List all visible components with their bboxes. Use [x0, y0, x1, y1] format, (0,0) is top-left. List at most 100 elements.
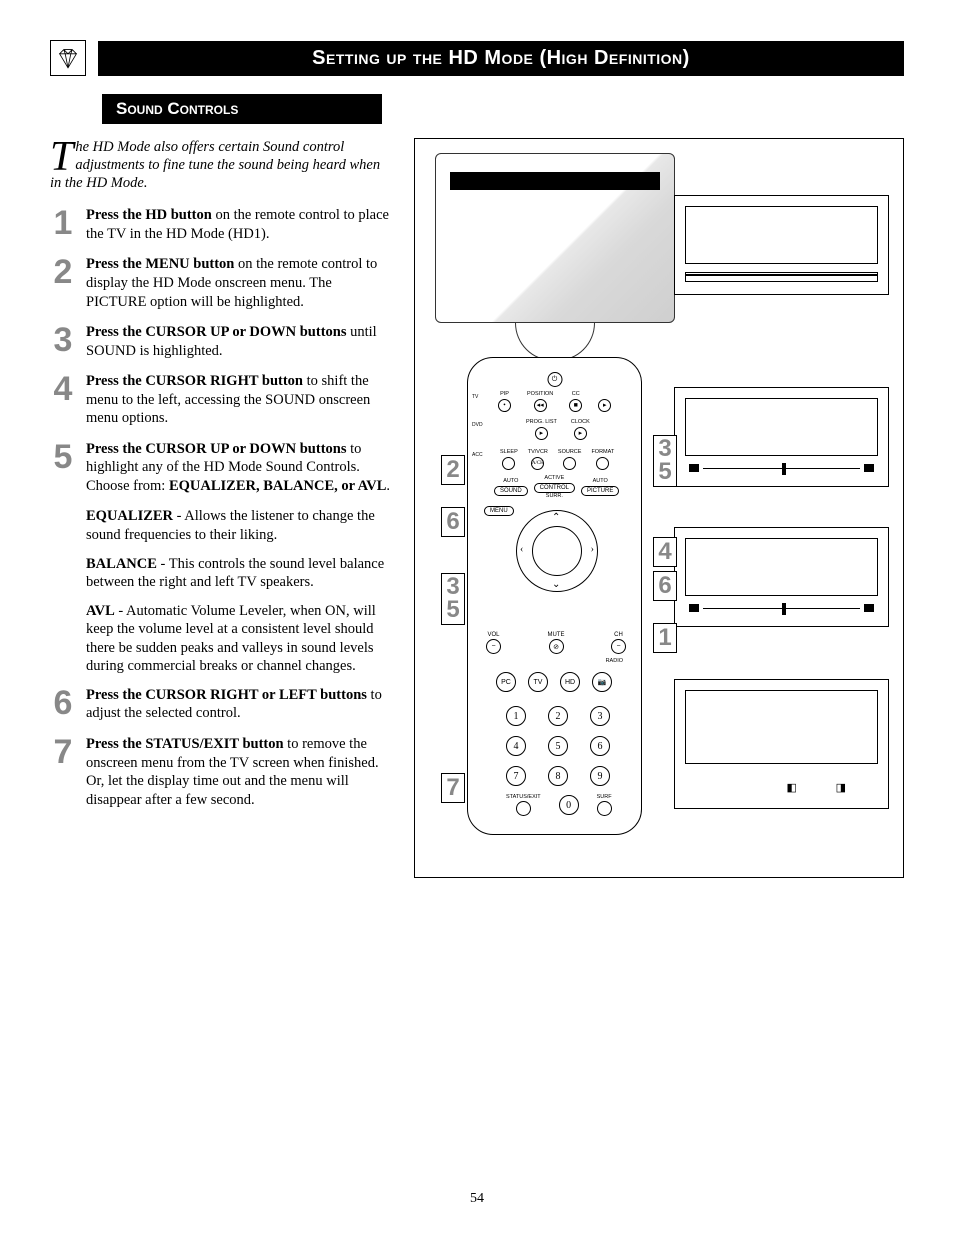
remote-row-1: PIP•POSITION◂◂CC■ ▸	[498, 392, 611, 412]
mode-button[interactable]: HD	[560, 672, 580, 692]
step-number: 6	[50, 686, 76, 723]
callout-4: 4	[653, 537, 677, 567]
remote-row-2: PROG. LIST▸CLOCK▸	[526, 420, 590, 440]
remote-btn[interactable]: •	[498, 399, 511, 412]
step-body: Press the CURSOR RIGHT button to shift t…	[86, 372, 390, 428]
vol-mute-ch-row: VOL− MUTE⊘ CH−	[486, 632, 626, 654]
callout-35-left: 35	[441, 573, 465, 625]
mute-button[interactable]: ⊘	[549, 639, 564, 654]
remote-control: ⏻ PIP•POSITION◂◂CC■ ▸ TV DVD ACC PROG. L…	[467, 357, 642, 835]
callout-6-left: 6	[441, 507, 465, 537]
surf-button[interactable]	[597, 801, 612, 816]
remote-btn[interactable]: ▸	[574, 427, 587, 440]
remote-pill[interactable]: CONTROL	[534, 483, 575, 493]
step: 3 Press the CURSOR UP or DOWN buttons unt…	[50, 323, 390, 360]
osd-panel-3	[674, 527, 889, 627]
osd-icons: ◧ ◨	[675, 781, 888, 794]
section-subtitle: Sound Controls	[102, 94, 382, 124]
header-row: Setting up the HD Mode (High Definition)	[50, 40, 904, 76]
osd-panel-1	[674, 195, 889, 295]
remote-btn[interactable]: A/CH	[531, 457, 544, 470]
mode-button[interactable]: TV	[528, 672, 548, 692]
num-button[interactable]: 9	[590, 766, 610, 786]
step-number: 4	[50, 372, 76, 428]
remote-btn[interactable]	[563, 457, 576, 470]
num-button[interactable]: 8	[548, 766, 568, 786]
callout-6-right: 6	[653, 571, 677, 601]
step: 7Press the STATUS/EXIT button to remove …	[50, 735, 390, 809]
callout-2: 2	[441, 455, 465, 485]
vol-button[interactable]: −	[486, 639, 501, 654]
status-exit-label: STATUS/EXIT	[506, 795, 541, 801]
remote-btn[interactable]	[502, 457, 515, 470]
dropcap: T	[50, 138, 75, 174]
step: 6 Press the CURSOR RIGHT or LEFT buttons …	[50, 686, 390, 723]
num-button[interactable]: 7	[506, 766, 526, 786]
step: 4Press the CURSOR RIGHT button to shift …	[50, 372, 390, 428]
step-body: Press the STATUS/EXIT button to remove t…	[86, 735, 390, 809]
num-0[interactable]: 0	[559, 795, 579, 815]
num-button[interactable]: 2	[548, 706, 568, 726]
remote-pill[interactable]: PICTURE	[581, 486, 619, 496]
radio-label: RADIO	[606, 658, 623, 664]
dpad[interactable]: ⌃ ⌄ ‹ ›	[516, 510, 598, 592]
step-number: 3	[50, 323, 76, 360]
remote-btn[interactable]: ■	[569, 399, 582, 412]
step-body: Press the CURSOR UP or DOWN buttons unti…	[86, 323, 390, 360]
step: 2Press the MENU button on the remote con…	[50, 255, 390, 311]
num-button[interactable]: 3	[590, 706, 610, 726]
callout-1: 1	[653, 623, 677, 653]
menu-button[interactable]: MENU	[484, 506, 514, 516]
remote-btn[interactable]: ▸	[598, 399, 611, 412]
diamond-icon	[50, 40, 86, 76]
intro-text: he HD Mode also offers certain Sound con…	[50, 139, 380, 191]
surf-label: SURF	[597, 795, 612, 801]
num-button[interactable]: 6	[590, 736, 610, 756]
tv-illustration	[435, 153, 695, 383]
page-number: 54	[0, 1191, 954, 1207]
remote-btn[interactable]: ◂◂	[534, 399, 547, 412]
power-button[interactable]: ⏻	[547, 372, 562, 387]
osd-panel-2	[674, 387, 889, 487]
bottom-row: STATUS/EXIT 0 SURF	[506, 795, 612, 817]
mute-label: MUTE	[548, 632, 565, 638]
description: EQUALIZER - Allows the listener to chang…	[86, 507, 390, 544]
step-number: 5	[50, 440, 76, 496]
instructions-column: The HD Mode also offers certain Sound co…	[50, 138, 390, 878]
step: 1 Press the HD button on the remote contr…	[50, 206, 390, 243]
step-body: Press the CURSOR UP or DOWN buttons to h…	[86, 440, 390, 496]
step-number: 1	[50, 206, 76, 243]
remote-btn[interactable]: ▸	[535, 427, 548, 440]
description: AVL - Automatic Volume Leveler, when ON,…	[86, 602, 390, 676]
step-number: 2	[50, 255, 76, 311]
num-button[interactable]: 4	[506, 736, 526, 756]
intro-paragraph: The HD Mode also offers certain Sound co…	[50, 138, 390, 192]
side-label-tv: TV	[472, 394, 478, 400]
side-label-acc: ACC	[472, 452, 483, 458]
step-body: Press the CURSOR RIGHT or LEFT buttons t…	[86, 686, 390, 723]
num-button[interactable]: 1	[506, 706, 526, 726]
mode-row: PC TV HD 📷	[496, 672, 612, 692]
status-exit-button[interactable]	[516, 801, 531, 816]
ch-label: CH	[614, 632, 623, 638]
mode-button[interactable]: 📷	[592, 672, 612, 692]
num-button[interactable]: 5	[548, 736, 568, 756]
remote-pill[interactable]: SOUND	[494, 486, 528, 496]
mode-button[interactable]: PC	[496, 672, 516, 692]
remote-btn[interactable]	[596, 457, 609, 470]
vol-label: VOL	[487, 632, 499, 638]
step-body: Press the MENU button on the remote cont…	[86, 255, 390, 311]
callout-7: 7	[441, 773, 465, 803]
description: BALANCE - This controls the sound level …	[86, 555, 390, 592]
page-title: Setting up the HD Mode (High Definition)	[98, 41, 904, 76]
callout-35-right: 35	[653, 435, 677, 487]
remote-pill-row: AUTOSOUNDACTIVECONTROLSURR.AUTOPICTURE	[494, 476, 619, 499]
osd-panel-4: ◧ ◨	[674, 679, 889, 809]
illustration-panel: ◧ ◨ ⏻ PIP•POSITION◂◂CC■ ▸ TV DVD ACC PRO…	[414, 138, 904, 878]
step-number: 7	[50, 735, 76, 809]
step-body: Press the HD button on the remote contro…	[86, 206, 390, 243]
remote-row-3: SLEEPTV/VCRA/CHSOURCEFORMAT	[500, 450, 614, 470]
side-label-dvd: DVD	[472, 422, 483, 428]
ch-button[interactable]: −	[611, 639, 626, 654]
numpad: 1 2 3 4 5 6 7 8 9	[506, 706, 614, 786]
